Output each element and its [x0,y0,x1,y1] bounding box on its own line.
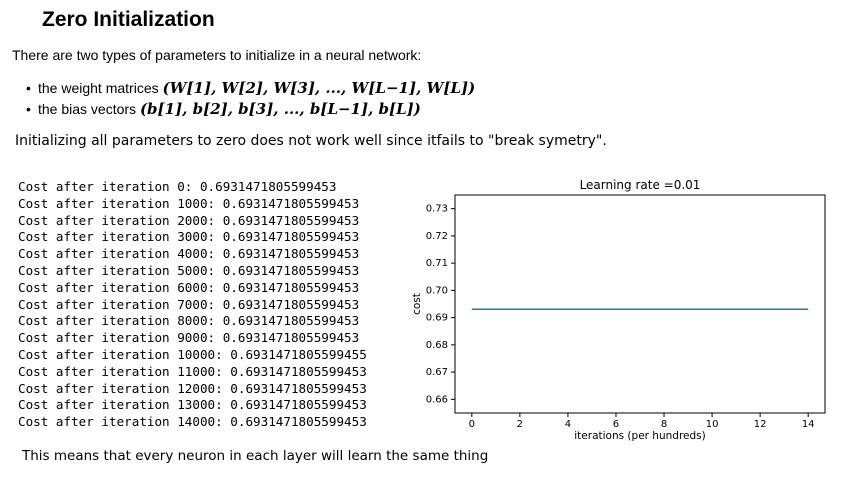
log-line: Cost after iteration 0: 0.69314718055994… [18,179,337,194]
y-tick-label: 0.70 [426,285,448,296]
log-line: Cost after iteration 5000: 0.69314718055… [18,262,360,278]
y-tick-label: 0.68 [426,340,448,351]
cost-chart: Learning rate =0.01 0.66 0.67 0.68 0.69 0.70 0… [411,178,826,442]
y-tick-label: 0.69 [426,313,448,324]
log-line: Cost after iteration 14000: 0.6931471805… [18,414,367,430]
x-tick-label: 4 [565,419,571,430]
log-line: Cost after iteration 2000: 0.69314718055… [18,212,360,228]
y-tick-label: 0.66 [426,394,448,405]
x-tick-label: 12 [754,419,767,430]
y-tick-label: 0.73 [426,204,448,215]
x-axis-label: iterations (per hundreds) [574,430,705,442]
log-line: Cost after iteration 12000: 0.6931471805… [18,380,367,396]
weights-formula: (W[1], W[2], W[3], ..., W[L−1], W[L]) [162,79,476,97]
log-line: Cost after iteration 6000: 0.69314718055… [18,279,360,295]
list-item-biases: • the bias vectors (b[1], b[2], b[3], ...… [26,99,475,120]
parameter-list: • the weight matrices (W[1], W[2], W[3], … [26,78,475,120]
x-tick-label: 8 [661,419,667,430]
x-tick-label: 10 [706,419,719,430]
conclusion-text: This means that every neuron in each lay… [22,448,489,464]
log-line: Cost after iteration 11000: 0.6931471805… [18,363,367,379]
log-line: Cost after iteration 8000: 0.69314718055… [18,313,360,329]
list-item-weights: • the weight matrices (W[1], W[2], W[3], … [26,78,475,99]
page-title: Zero Initialization [42,8,215,31]
log-line: Cost after iteration 4000: 0.69314718055… [18,246,360,262]
plot-frame [454,194,826,414]
x-tick-label: 0 [469,419,475,430]
log-line: Cost after iteration 1000: 0.69314718055… [18,195,360,211]
x-tick-label: 14 [802,419,815,430]
y-tick-label: 0.72 [426,231,448,242]
biases-label: the bias vectors [38,101,137,117]
log-line: Cost after iteration 13000: 0.6931471805… [18,397,367,413]
x-tick-label: 2 [517,419,523,430]
log-line: Cost after iteration 3000: 0.69314718055… [18,229,360,245]
weights-label: the weight matrices [38,80,159,96]
log-line: Cost after iteration 10000: 0.6931471805… [18,346,367,362]
biases-formula: (b[1], b[2], b[3], ..., b[L−1], b[L]) [139,100,421,118]
training-log: Cost after iteration 0: 0.69314718055994… [18,179,367,431]
x-tick-label: 6 [613,419,619,430]
chart-title: Learning rate =0.01 [580,178,701,192]
log-line: Cost after iteration 9000: 0.69314718055… [18,330,360,346]
bullet-icon: • [26,80,31,96]
y-axis-label: cost [411,293,423,315]
symmetry-note: Initializing all parameters to zero does… [15,133,607,149]
y-tick-label: 0.71 [426,258,448,269]
y-tick-label: 0.67 [426,367,448,378]
intro-text: There are two types of parameters to ini… [12,47,422,63]
bullet-icon: • [26,101,31,117]
log-line: Cost after iteration 7000: 0.69314718055… [18,296,360,312]
